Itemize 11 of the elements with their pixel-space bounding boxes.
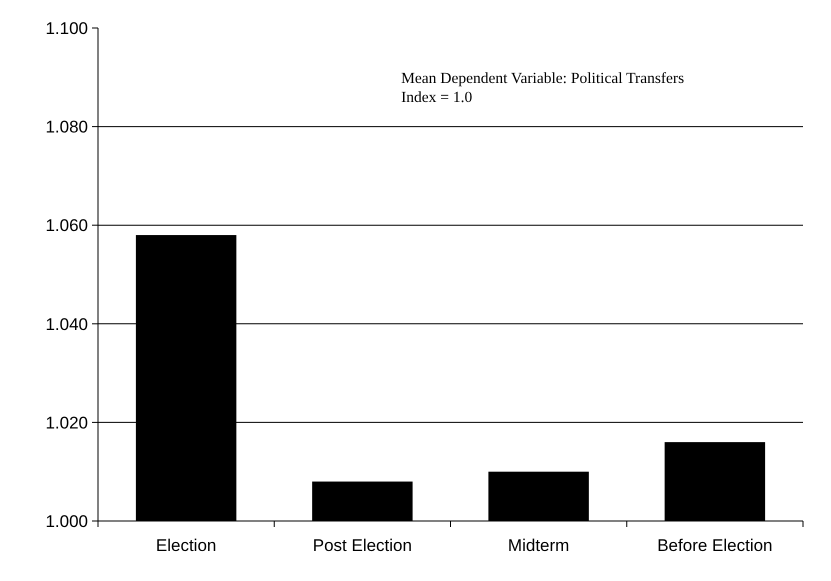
y-tick-label: 1.080 (45, 118, 88, 137)
y-tick-label: 1.060 (45, 216, 88, 236)
annotation: Mean Dependent Variable: Political Transfers Index = 1.0 (401, 70, 684, 106)
x-tick-label: Before Election (657, 536, 773, 555)
y-tick-label: 1.000 (45, 512, 88, 531)
x-tick-label: Midterm (508, 536, 570, 555)
x-tick-label: Election (156, 536, 216, 555)
y-tick-label: 1.020 (45, 413, 88, 432)
y-tick-label: 1.100 (45, 18, 88, 38)
x-tick-label: Post Election (312, 536, 412, 555)
y-tick-label: 1.040 (45, 314, 88, 334)
